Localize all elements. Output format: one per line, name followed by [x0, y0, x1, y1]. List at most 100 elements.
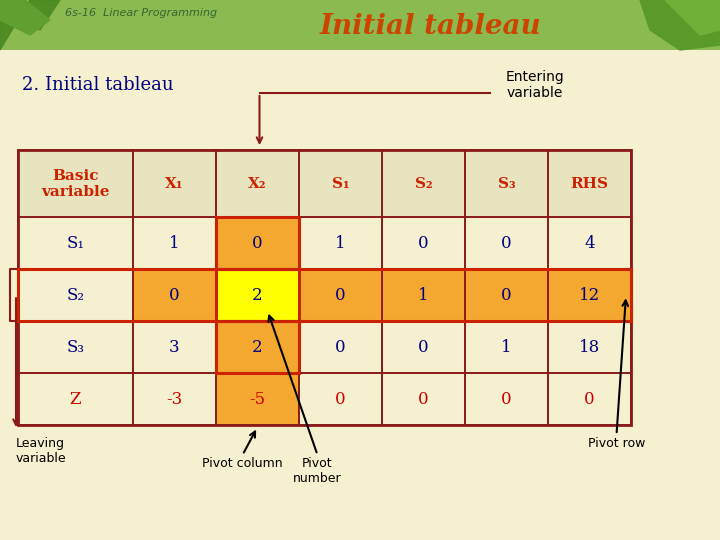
- Bar: [548, 321, 631, 373]
- Text: Pivot column: Pivot column: [202, 457, 283, 470]
- Bar: [299, 321, 382, 373]
- Text: X₂: X₂: [248, 177, 266, 191]
- Bar: [548, 269, 631, 321]
- Bar: [18, 150, 133, 218]
- Bar: [299, 373, 382, 425]
- Bar: [216, 269, 299, 321]
- Text: X₁: X₁: [166, 177, 184, 191]
- Bar: [133, 150, 216, 218]
- Text: 0: 0: [584, 390, 595, 408]
- Bar: [465, 373, 548, 425]
- Bar: [216, 321, 299, 373]
- Text: 0: 0: [418, 235, 429, 252]
- Bar: [382, 373, 465, 425]
- Bar: [382, 321, 465, 373]
- Text: 0: 0: [336, 390, 346, 408]
- Bar: [0, 0, 720, 42]
- Text: 0: 0: [418, 390, 429, 408]
- Bar: [216, 321, 299, 373]
- Bar: [216, 150, 299, 218]
- Bar: [18, 269, 631, 321]
- Bar: [18, 150, 631, 218]
- Bar: [465, 150, 548, 218]
- Text: S₂: S₂: [66, 287, 84, 304]
- Bar: [548, 373, 631, 425]
- Bar: [18, 269, 631, 321]
- Polygon shape: [0, 0, 60, 50]
- Bar: [382, 269, 465, 321]
- Bar: [299, 218, 382, 269]
- Bar: [18, 150, 631, 425]
- Bar: [216, 269, 299, 321]
- Bar: [216, 321, 299, 373]
- Text: 6s-16  Linear Programming: 6s-16 Linear Programming: [65, 8, 217, 18]
- Bar: [465, 269, 548, 321]
- Text: S₃: S₃: [66, 339, 84, 356]
- Bar: [465, 269, 548, 321]
- Bar: [0, 0, 720, 52]
- Text: S₃: S₃: [498, 177, 516, 191]
- Bar: [465, 321, 548, 373]
- Text: 4: 4: [584, 235, 595, 252]
- Text: 1: 1: [336, 235, 346, 252]
- Bar: [299, 269, 382, 321]
- Bar: [18, 373, 631, 425]
- Text: 3: 3: [169, 339, 180, 356]
- Text: Leaving
variable: Leaving variable: [16, 437, 67, 465]
- Bar: [299, 150, 382, 218]
- Bar: [216, 218, 299, 269]
- Text: 2: 2: [252, 287, 263, 304]
- Text: Basic
variable: Basic variable: [41, 168, 109, 199]
- Bar: [216, 373, 299, 425]
- Bar: [216, 269, 299, 321]
- Text: Pivot row: Pivot row: [588, 437, 645, 450]
- Text: 0: 0: [252, 235, 263, 252]
- Text: 2: 2: [252, 339, 263, 356]
- Bar: [18, 321, 631, 373]
- Bar: [216, 218, 299, 269]
- Text: -5: -5: [249, 390, 266, 408]
- Bar: [18, 269, 133, 321]
- Text: 1: 1: [418, 287, 429, 304]
- Text: 0: 0: [336, 339, 346, 356]
- Polygon shape: [640, 0, 720, 50]
- Text: 0: 0: [501, 390, 512, 408]
- Text: -3: -3: [166, 390, 183, 408]
- Text: Z: Z: [70, 390, 81, 408]
- Bar: [548, 150, 631, 218]
- Bar: [299, 269, 382, 321]
- Text: 0: 0: [336, 287, 346, 304]
- Text: 1: 1: [169, 235, 180, 252]
- Text: 0: 0: [418, 339, 429, 356]
- Bar: [216, 373, 299, 425]
- Polygon shape: [0, 0, 50, 35]
- Bar: [548, 218, 631, 269]
- Bar: [216, 269, 299, 321]
- Bar: [133, 269, 216, 321]
- Text: Entering
variable: Entering variable: [505, 70, 564, 100]
- Text: 1: 1: [501, 339, 512, 356]
- Bar: [548, 269, 631, 321]
- Bar: [18, 218, 133, 269]
- Bar: [18, 218, 631, 269]
- Text: 0: 0: [501, 287, 512, 304]
- Text: S₂: S₂: [415, 177, 432, 191]
- Bar: [0, 42, 720, 52]
- Bar: [133, 321, 216, 373]
- Bar: [133, 373, 216, 425]
- Bar: [216, 218, 299, 269]
- Text: Pivot
number: Pivot number: [293, 457, 342, 485]
- Text: 0: 0: [169, 287, 180, 304]
- Text: 12: 12: [579, 287, 600, 304]
- Bar: [382, 150, 465, 218]
- Bar: [18, 373, 133, 425]
- Bar: [216, 269, 299, 321]
- Text: 0: 0: [501, 235, 512, 252]
- Text: RHS: RHS: [570, 177, 608, 191]
- Text: 2. Initial tableau: 2. Initial tableau: [22, 76, 174, 94]
- Bar: [465, 218, 548, 269]
- Text: Initial tableau: Initial tableau: [319, 14, 541, 40]
- Polygon shape: [665, 0, 720, 35]
- Bar: [382, 218, 465, 269]
- Bar: [18, 321, 133, 373]
